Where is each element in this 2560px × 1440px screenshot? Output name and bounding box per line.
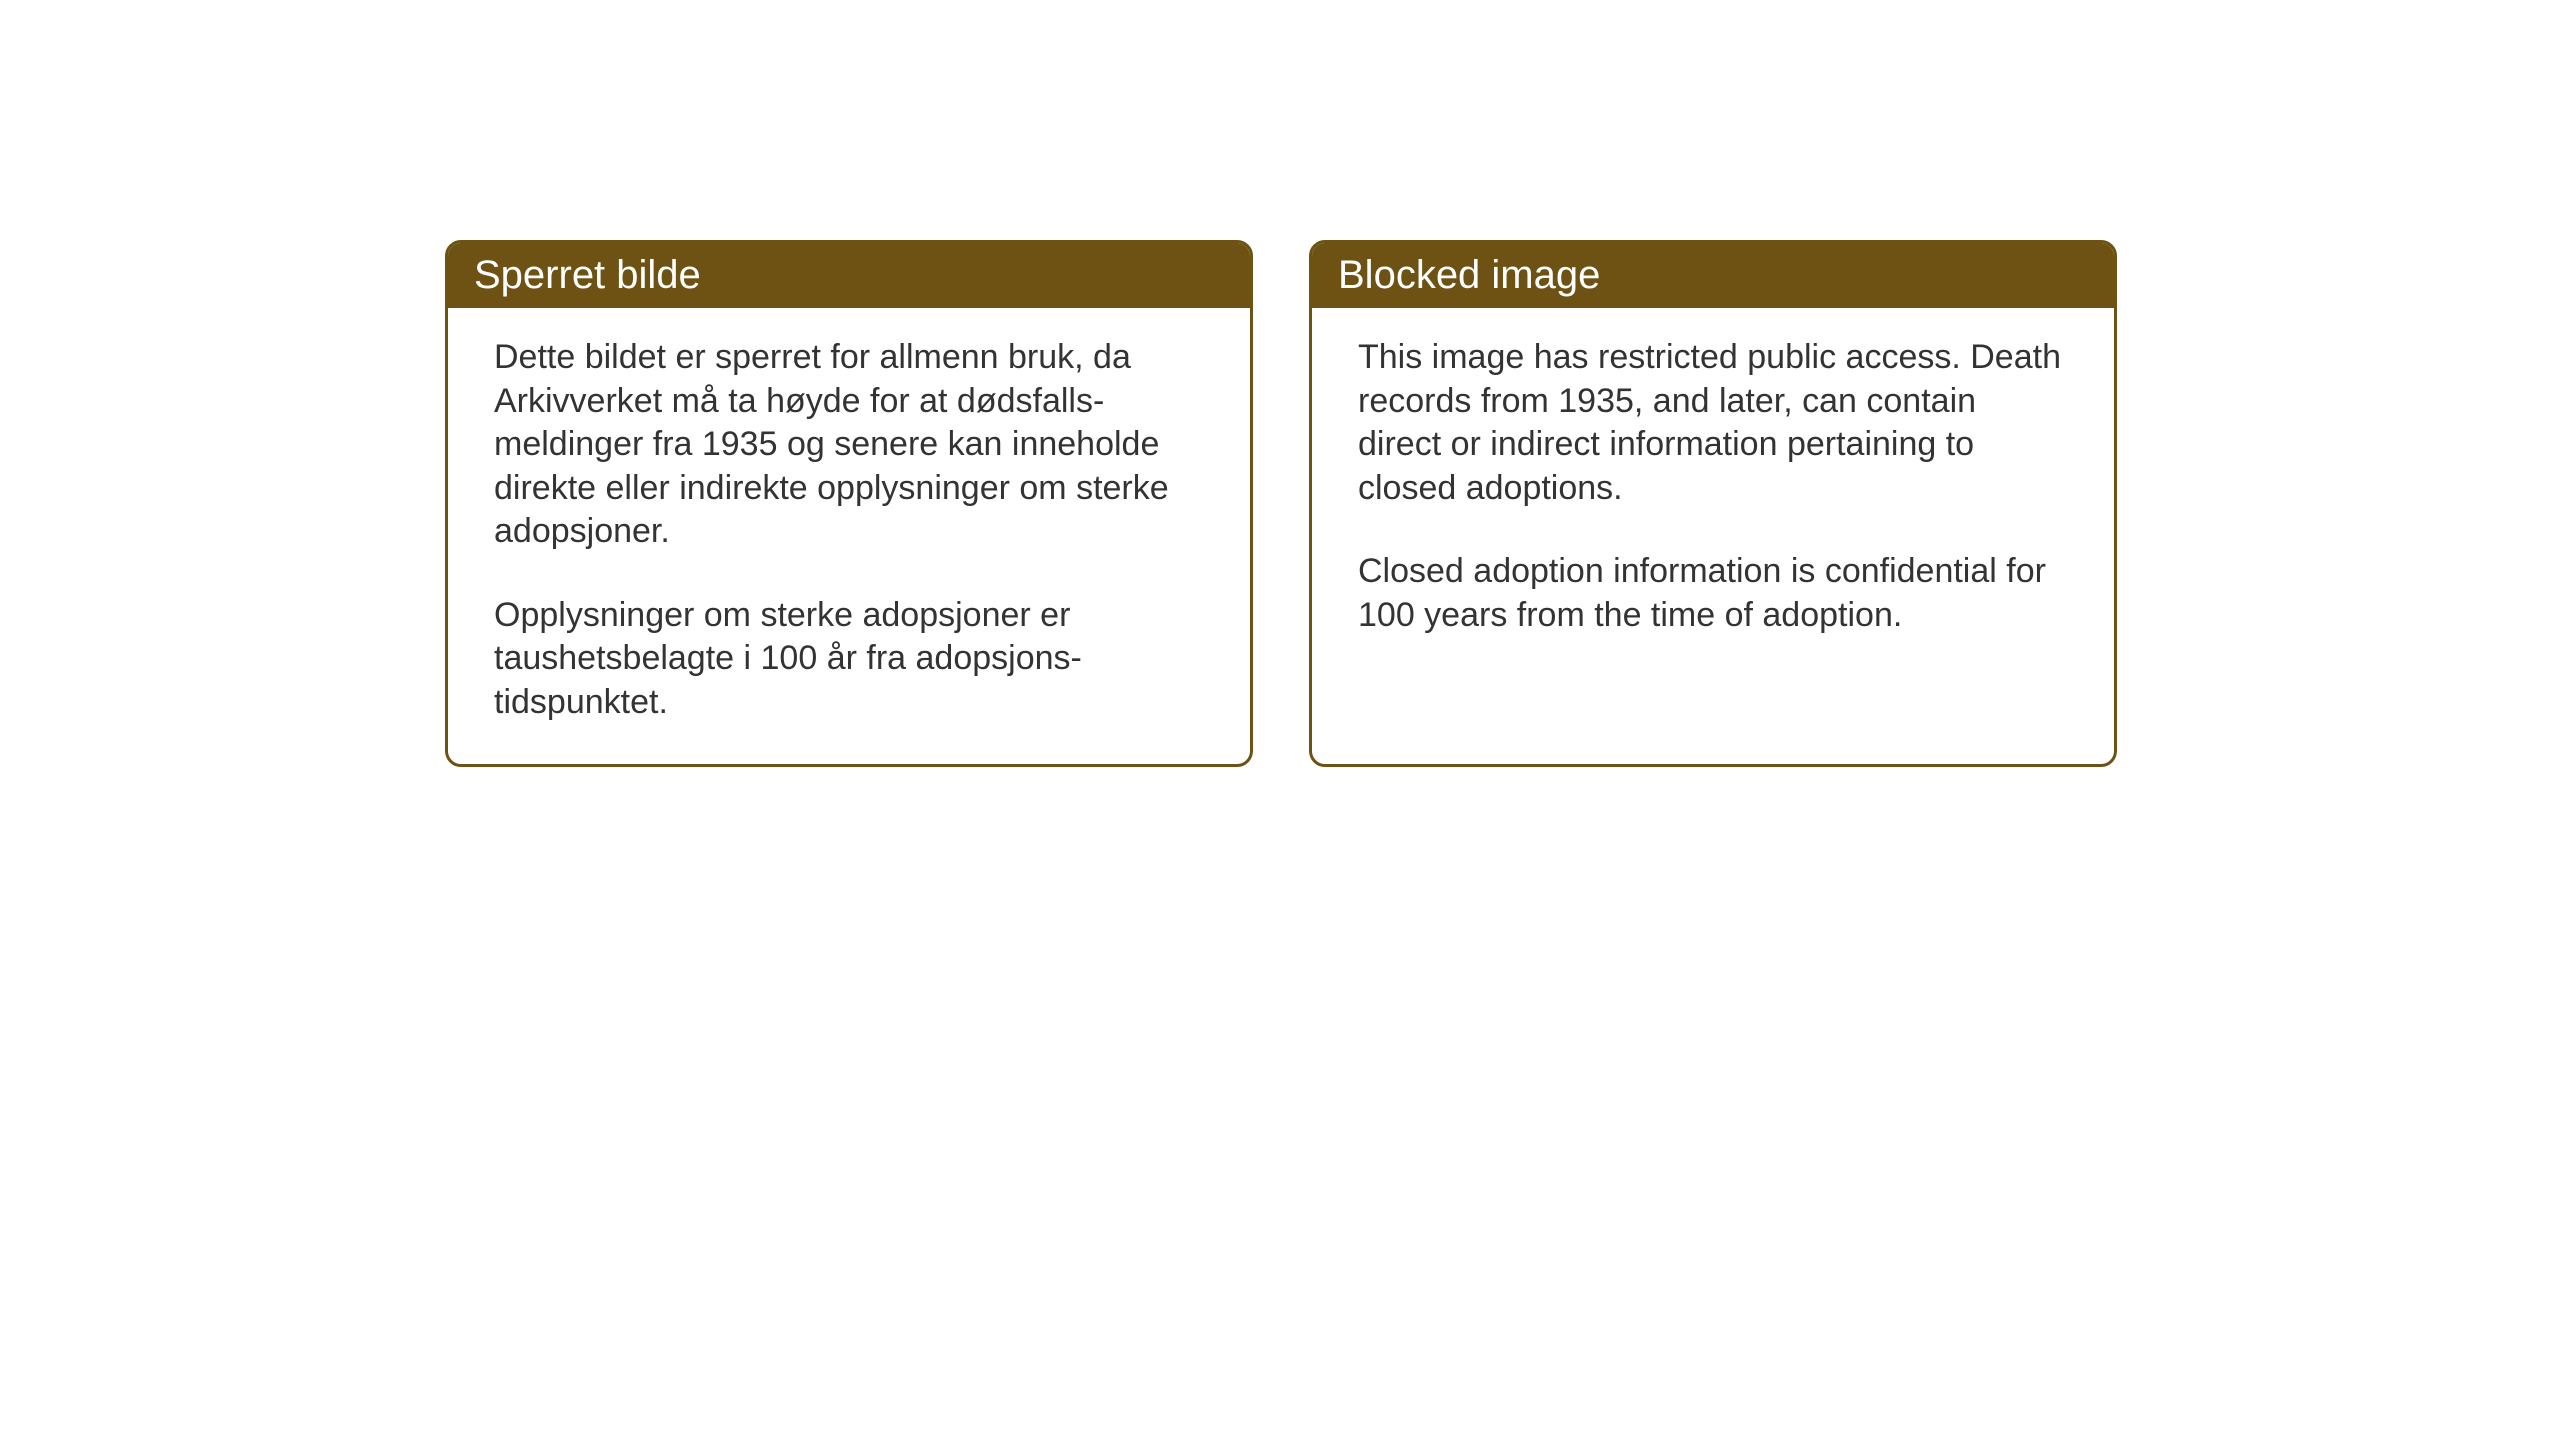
notice-header-norwegian: Sperret bilde xyxy=(448,243,1250,308)
notice-header-english: Blocked image xyxy=(1312,243,2114,308)
notice-title-norwegian: Sperret bilde xyxy=(474,253,701,297)
notice-container: Sperret bilde Dette bildet er sperret fo… xyxy=(445,240,2117,767)
notice-paragraph-2-english: Closed adoption information is confident… xyxy=(1358,550,2068,637)
notice-card-english: Blocked image This image has restricted … xyxy=(1309,240,2117,767)
notice-paragraph-1-english: This image has restricted public access.… xyxy=(1358,336,2068,510)
notice-paragraph-2-norwegian: Opplysninger om sterke adopsjoner er tau… xyxy=(494,594,1204,725)
notice-body-english: This image has restricted public access.… xyxy=(1312,308,2114,677)
notice-title-english: Blocked image xyxy=(1338,253,1600,297)
notice-card-norwegian: Sperret bilde Dette bildet er sperret fo… xyxy=(445,240,1253,767)
notice-paragraph-1-norwegian: Dette bildet er sperret for allmenn bruk… xyxy=(494,336,1204,554)
notice-body-norwegian: Dette bildet er sperret for allmenn bruk… xyxy=(448,308,1250,764)
